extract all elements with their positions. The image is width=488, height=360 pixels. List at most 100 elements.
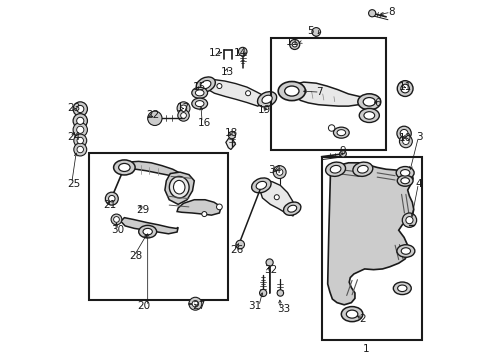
Ellipse shape: [363, 112, 374, 119]
Ellipse shape: [336, 130, 345, 136]
Ellipse shape: [396, 245, 414, 257]
Circle shape: [339, 150, 346, 157]
Polygon shape: [225, 136, 235, 149]
Circle shape: [74, 143, 86, 156]
Circle shape: [216, 204, 222, 210]
Ellipse shape: [262, 95, 272, 103]
Text: 22: 22: [145, 111, 159, 121]
Circle shape: [177, 102, 190, 115]
Circle shape: [147, 111, 162, 126]
Circle shape: [277, 290, 283, 296]
Ellipse shape: [400, 178, 408, 184]
Circle shape: [73, 102, 87, 116]
Text: 30: 30: [111, 225, 124, 235]
Circle shape: [77, 117, 83, 125]
Text: 4: 4: [415, 179, 422, 189]
Circle shape: [202, 212, 206, 217]
Ellipse shape: [325, 162, 345, 176]
Ellipse shape: [191, 98, 207, 109]
Ellipse shape: [392, 282, 410, 294]
Text: 7: 7: [316, 87, 322, 97]
Text: 28: 28: [129, 251, 142, 261]
Bar: [321, 157, 421, 339]
Circle shape: [396, 81, 412, 96]
Circle shape: [228, 132, 235, 139]
Text: 17: 17: [176, 103, 189, 113]
Circle shape: [217, 84, 222, 89]
Text: 18: 18: [224, 129, 238, 138]
Polygon shape: [121, 218, 178, 234]
Ellipse shape: [397, 285, 406, 292]
Circle shape: [311, 28, 320, 36]
Circle shape: [259, 289, 266, 297]
Text: 3: 3: [415, 132, 422, 142]
Ellipse shape: [196, 77, 215, 92]
Text: 34: 34: [267, 165, 281, 175]
Circle shape: [77, 105, 83, 113]
Text: 6: 6: [373, 98, 380, 108]
Circle shape: [238, 47, 246, 56]
Circle shape: [192, 301, 198, 307]
Text: 12: 12: [209, 48, 222, 58]
Circle shape: [400, 84, 408, 93]
Ellipse shape: [119, 163, 130, 171]
Circle shape: [265, 259, 273, 266]
Polygon shape: [327, 163, 413, 305]
Text: 2: 2: [359, 314, 365, 324]
Ellipse shape: [287, 205, 296, 212]
Ellipse shape: [333, 127, 348, 138]
Ellipse shape: [400, 248, 410, 254]
Text: 19: 19: [257, 105, 270, 115]
Ellipse shape: [278, 81, 305, 100]
Circle shape: [180, 113, 186, 118]
Circle shape: [276, 169, 282, 175]
Circle shape: [289, 40, 299, 49]
Circle shape: [274, 195, 279, 200]
Circle shape: [113, 217, 119, 222]
Ellipse shape: [357, 94, 380, 110]
Circle shape: [368, 10, 375, 17]
Ellipse shape: [352, 162, 372, 176]
Circle shape: [77, 126, 83, 134]
Circle shape: [245, 91, 250, 96]
Circle shape: [396, 126, 410, 140]
Circle shape: [402, 138, 408, 144]
Text: 11: 11: [285, 37, 298, 47]
Ellipse shape: [363, 98, 375, 106]
Bar: [88, 153, 228, 300]
Ellipse shape: [142, 228, 152, 235]
Text: 24: 24: [67, 132, 80, 142]
Polygon shape: [121, 161, 178, 177]
Text: 16: 16: [198, 118, 211, 128]
Text: 33: 33: [276, 304, 289, 314]
Circle shape: [77, 146, 83, 153]
Circle shape: [178, 110, 189, 121]
Ellipse shape: [251, 178, 270, 193]
Ellipse shape: [284, 86, 298, 96]
Ellipse shape: [256, 181, 266, 189]
Text: 29: 29: [136, 206, 149, 216]
Text: 20: 20: [137, 301, 150, 311]
Circle shape: [399, 135, 411, 148]
Polygon shape: [205, 80, 266, 106]
Text: 8: 8: [387, 7, 394, 17]
Text: 14: 14: [234, 48, 247, 58]
Circle shape: [111, 214, 122, 225]
Circle shape: [328, 125, 334, 131]
Circle shape: [74, 134, 86, 147]
Polygon shape: [292, 82, 367, 106]
Text: 1: 1: [363, 344, 369, 354]
Ellipse shape: [341, 307, 362, 321]
Ellipse shape: [395, 167, 413, 179]
Ellipse shape: [195, 100, 203, 107]
Text: 9: 9: [339, 146, 346, 156]
Ellipse shape: [346, 310, 357, 318]
Text: 27: 27: [192, 301, 205, 311]
Circle shape: [399, 130, 407, 137]
Text: 10: 10: [398, 133, 411, 143]
Ellipse shape: [200, 81, 210, 89]
Ellipse shape: [139, 225, 156, 238]
Circle shape: [73, 114, 87, 128]
Ellipse shape: [113, 160, 135, 175]
Ellipse shape: [359, 108, 379, 122]
